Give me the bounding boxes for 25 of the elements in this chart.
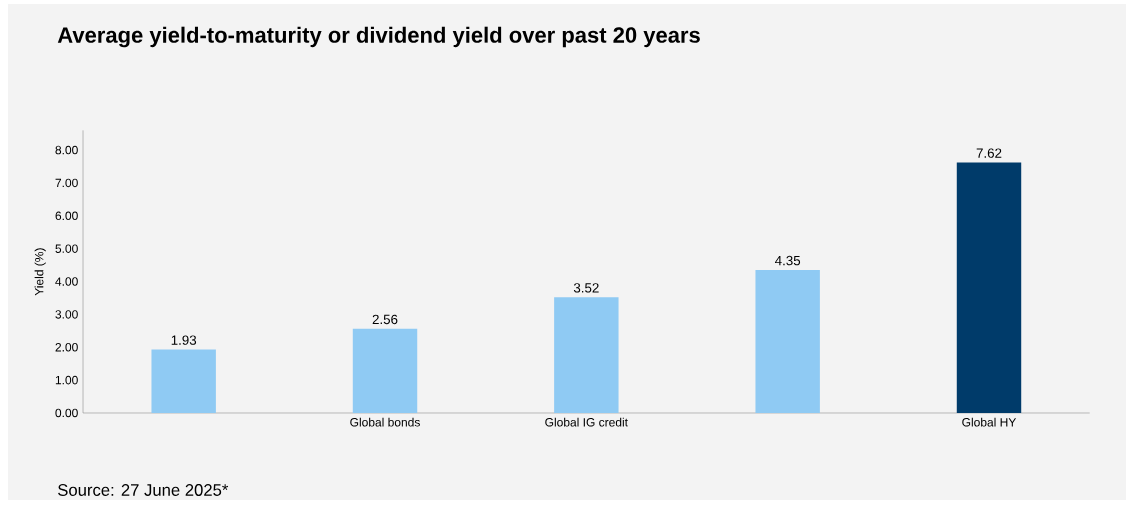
data-label: 2.56 [372, 314, 398, 325]
y-tick-label: 6.00 [55, 211, 78, 221]
y-tick-label: 0.00 [55, 408, 78, 418]
data-label: 7.62 [976, 148, 1002, 158]
y-tick-label: 2.00 [55, 343, 78, 352]
chart-title: Average yield-to-maturity or dividend yield over past 20 years [57, 26, 700, 48]
y-tick-label: 8.00 [55, 145, 78, 155]
bar [151, 349, 216, 413]
x-tick-label: Global HY [962, 417, 1017, 427]
y-tick-label: 3.00 [55, 310, 78, 319]
bar [755, 270, 820, 413]
bar [956, 162, 1022, 413]
bar [554, 297, 619, 413]
data-label: 4.35 [775, 255, 801, 266]
data-label: 3.52 [573, 283, 599, 293]
data-label: 1.93 [171, 335, 197, 345]
x-tick-label: Global IG credit [545, 417, 628, 427]
y-tick-label: 7.00 [55, 178, 78, 188]
y-axis-title: Yield (%) [34, 248, 46, 296]
bar [352, 328, 418, 413]
y-tick-label: 4.00 [55, 277, 78, 286]
y-tick-label: 1.00 [55, 375, 78, 385]
source-note: Source: 27 June 2025* [58, 484, 229, 496]
x-tick-label: Global bonds [350, 417, 420, 427]
y-tick-label: 5.00 [55, 244, 78, 253]
